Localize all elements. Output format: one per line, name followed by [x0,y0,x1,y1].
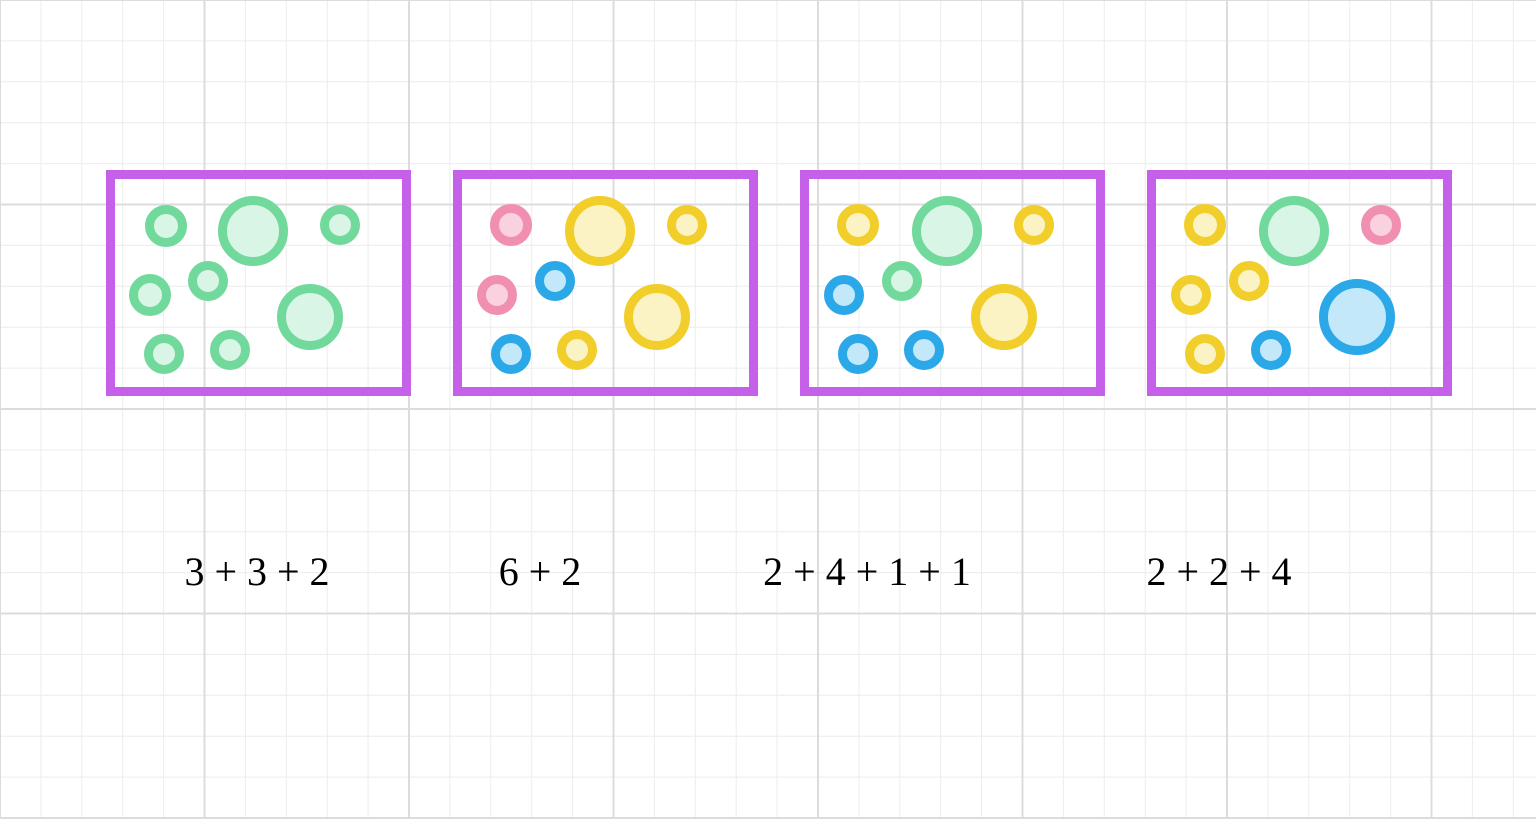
circle-yellow [1185,334,1225,374]
circle-green [277,284,343,350]
circle-green [129,274,171,316]
expression-3: 2 + 4 + 1 + 1 [763,548,971,595]
circle-blue [824,275,864,315]
circle-pink [490,204,532,246]
expression-4: 2 + 2 + 4 [1146,548,1291,595]
circle-green [218,196,288,266]
circle-green [210,330,250,370]
panel-2 [453,170,758,396]
panel-3 [800,170,1105,396]
circle-yellow [624,284,690,350]
circle-yellow [1171,275,1211,315]
circle-green [882,261,922,301]
circle-yellow [565,196,635,266]
circle-yellow [557,330,597,370]
circle-yellow [1014,205,1054,245]
circle-pink [477,275,517,315]
circle-blue [535,261,575,301]
circle-blue [1319,279,1395,355]
circle-blue [1251,330,1291,370]
circle-yellow [667,205,707,245]
circle-yellow [837,204,879,246]
panel-1 [106,170,411,396]
circle-yellow [971,284,1037,350]
circle-green [144,334,184,374]
expression-1: 3 + 3 + 2 [184,548,329,595]
circle-blue [838,334,878,374]
panel-4 [1147,170,1452,396]
circle-green [1259,196,1329,266]
circle-pink [1361,205,1401,245]
expression-2: 6 + 2 [499,548,582,595]
circle-blue [491,334,531,374]
circle-blue [904,330,944,370]
circle-green [145,205,187,247]
circle-yellow [1184,204,1226,246]
circle-green [320,205,360,245]
circle-green [188,261,228,301]
circle-yellow [1229,261,1269,301]
diagram-content: 3 + 3 + 2 6 + 2 2 + 4 + 1 + 1 2 + 2 + 4 [0,0,1536,819]
circle-green [912,196,982,266]
